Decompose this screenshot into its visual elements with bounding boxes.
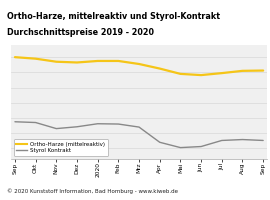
Text: Durchschnittspreise 2019 - 2020: Durchschnittspreise 2019 - 2020 <box>7 28 154 37</box>
Text: Ortho-Harze, mittelreaktiv und Styrol-Kontrakt: Ortho-Harze, mittelreaktiv und Styrol-Ko… <box>7 12 220 21</box>
Legend: Ortho-Harze (mittelreaktiv), Styrol Kontrakt: Ortho-Harze (mittelreaktiv), Styrol Kont… <box>14 139 108 156</box>
Text: © 2020 Kunststoff Information, Bad Homburg - www.kiweb.de: © 2020 Kunststoff Information, Bad Hombu… <box>7 188 178 194</box>
